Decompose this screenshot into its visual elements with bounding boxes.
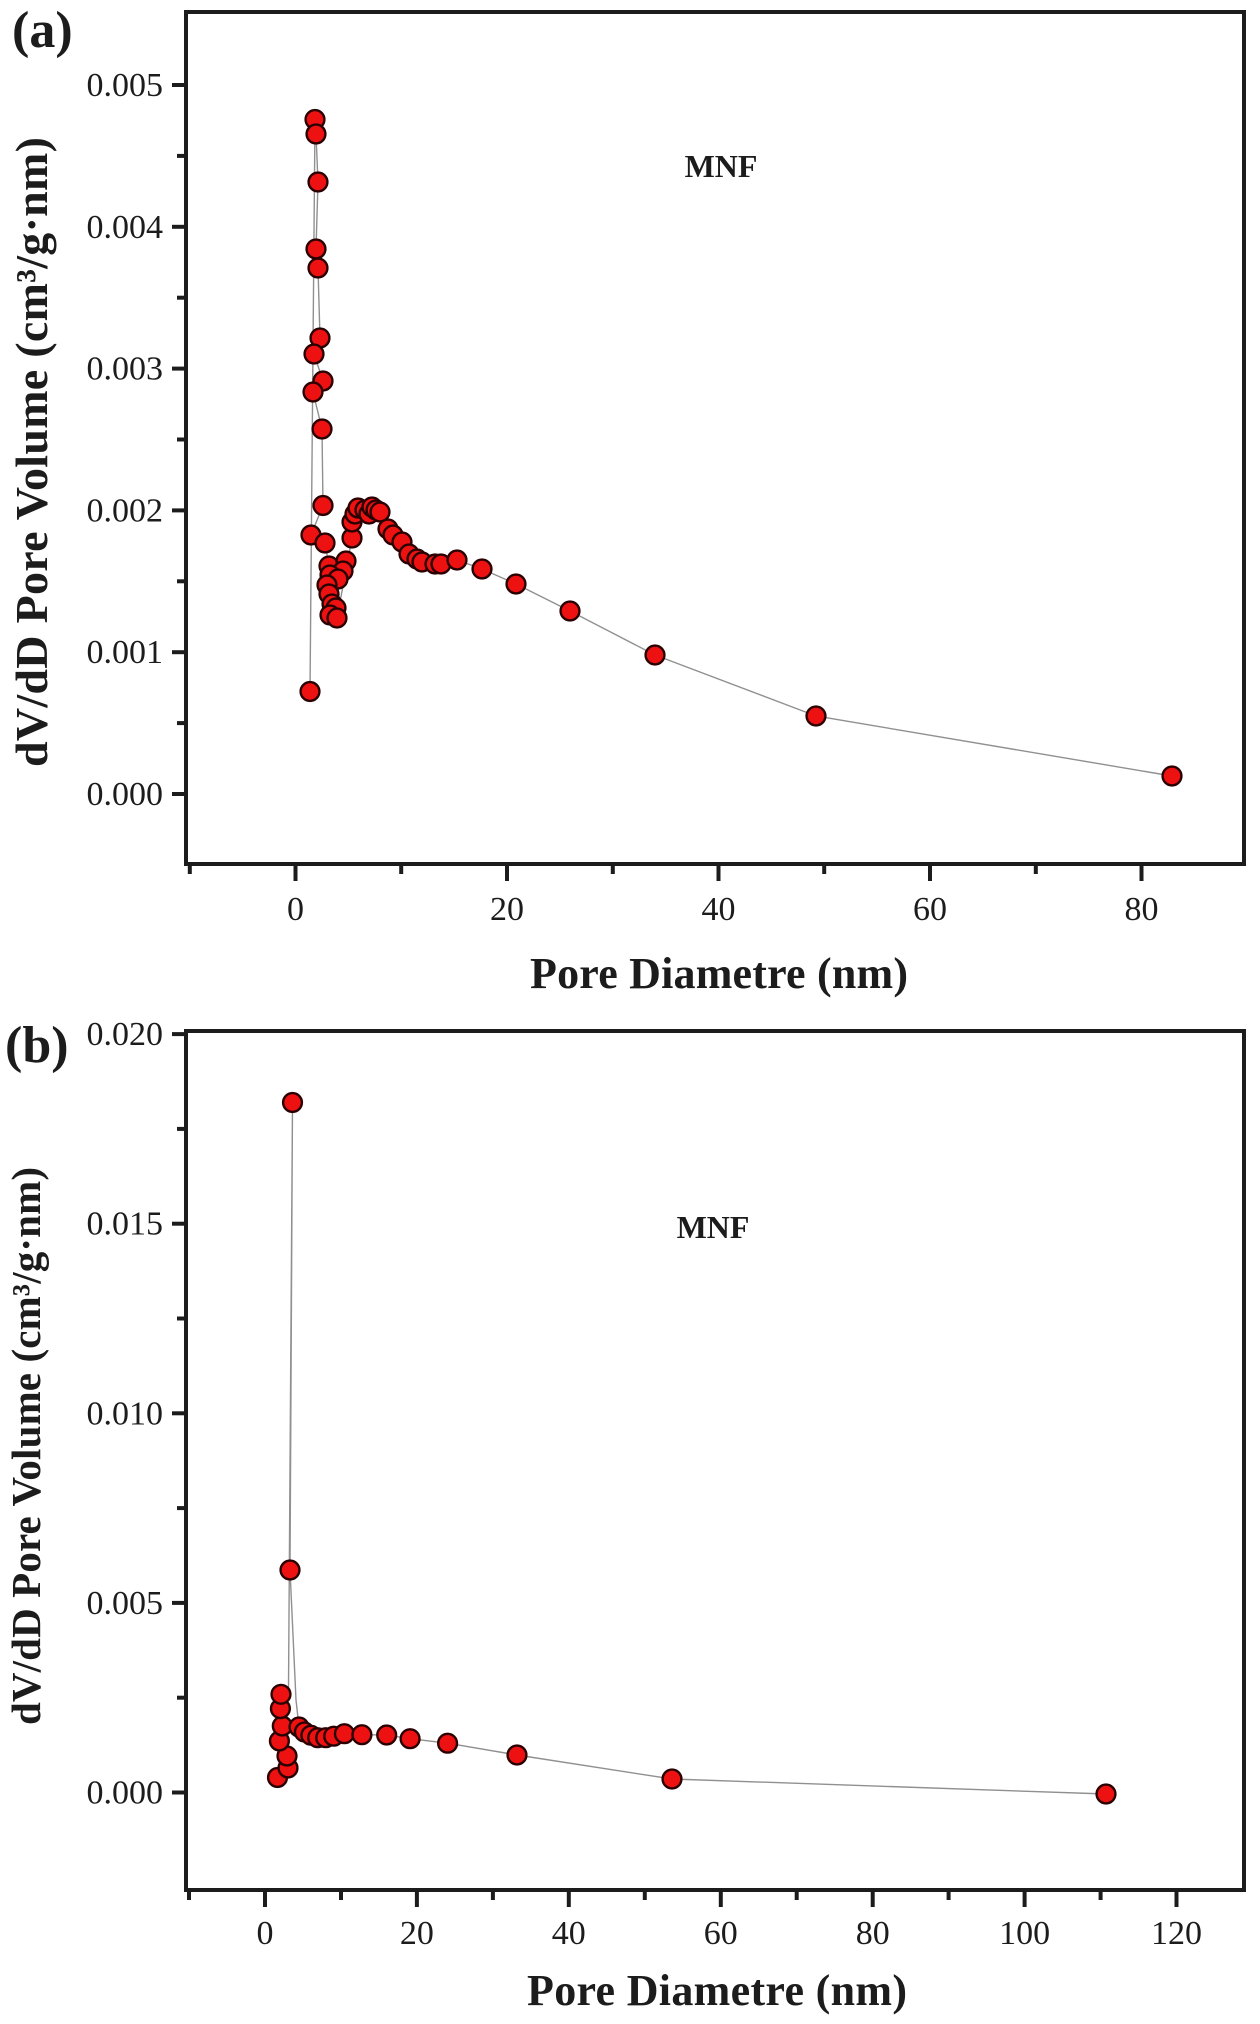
- svg-text:0: 0: [257, 1915, 274, 1952]
- svg-text:80: 80: [856, 1915, 890, 1952]
- svg-text:40: 40: [702, 891, 736, 928]
- svg-text:40: 40: [552, 1915, 586, 1952]
- svg-text:(a): (a): [12, 2, 73, 59]
- svg-text:20: 20: [490, 891, 524, 928]
- svg-text:dV/dD Pore Volume (cm³/g·nm): dV/dD Pore Volume (cm³/g·nm): [6, 137, 57, 767]
- svg-text:60: 60: [913, 891, 947, 928]
- svg-text:MNF: MNF: [685, 148, 758, 184]
- svg-text:0.015: 0.015: [87, 1206, 164, 1243]
- svg-text:80: 80: [1125, 891, 1159, 928]
- svg-text:0.003: 0.003: [87, 351, 164, 388]
- svg-text:Pore Diametre (nm): Pore Diametre (nm): [530, 949, 908, 998]
- svg-text:60: 60: [704, 1915, 738, 1952]
- svg-text:0.000: 0.000: [87, 776, 164, 813]
- svg-text:MNF: MNF: [677, 1209, 750, 1245]
- svg-text:0: 0: [287, 891, 304, 928]
- svg-text:20: 20: [400, 1915, 434, 1952]
- svg-text:dV/dD Pore Volume (cm³/g·nm): dV/dD Pore Volume (cm³/g·nm): [3, 1167, 49, 1725]
- svg-text:0.000: 0.000: [87, 1775, 164, 1812]
- svg-text:0.002: 0.002: [87, 492, 164, 529]
- svg-text:0.005: 0.005: [87, 1585, 164, 1622]
- svg-text:0.004: 0.004: [87, 209, 164, 246]
- svg-text:(b): (b): [5, 1017, 69, 1074]
- svg-text:0.010: 0.010: [87, 1395, 164, 1432]
- svg-text:0.020: 0.020: [87, 1016, 164, 1053]
- svg-text:120: 120: [1151, 1915, 1202, 1952]
- svg-text:0.005: 0.005: [87, 67, 164, 104]
- svg-text:Pore Diametre (nm): Pore Diametre (nm): [527, 1966, 907, 2015]
- svg-text:0.001: 0.001: [87, 634, 164, 671]
- svg-text:100: 100: [999, 1915, 1050, 1952]
